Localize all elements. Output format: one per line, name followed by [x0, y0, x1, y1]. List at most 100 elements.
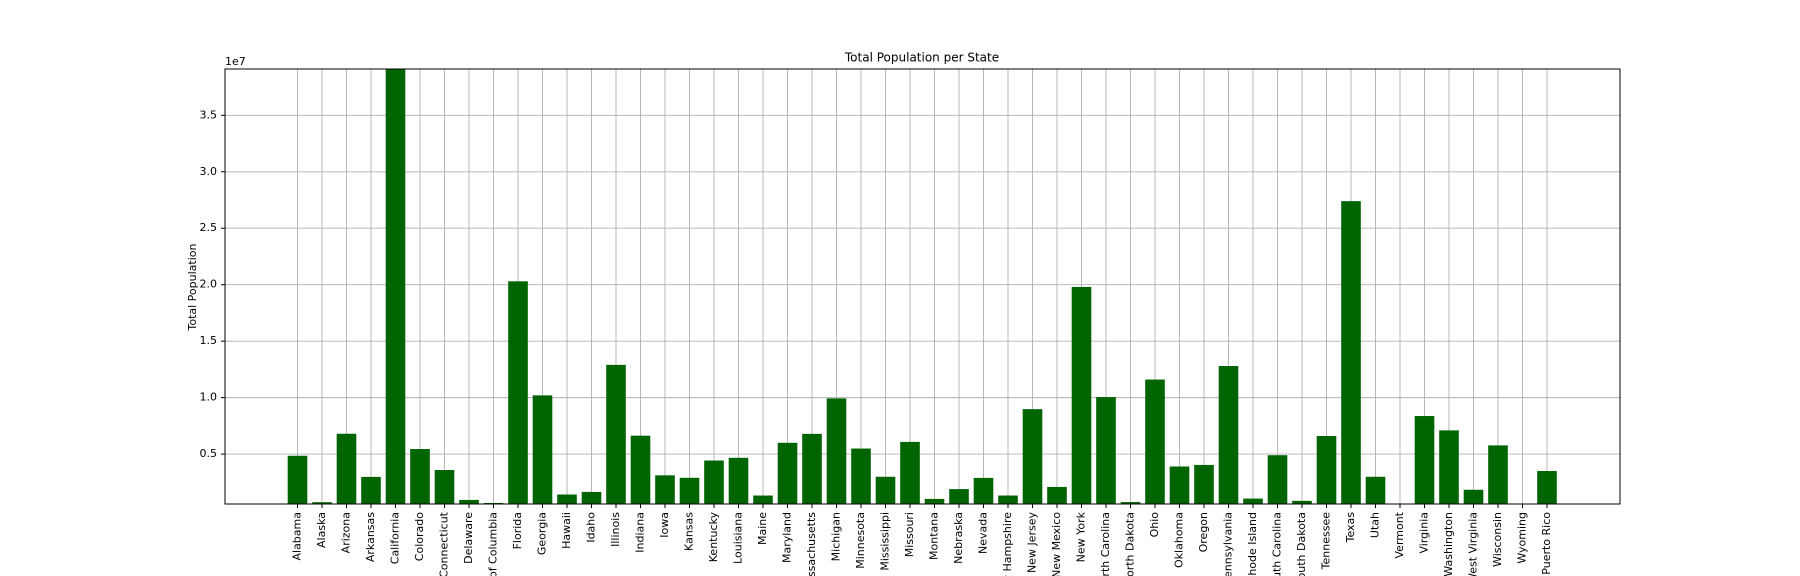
- x-tick-label: Maine: [756, 512, 769, 545]
- x-tick-label: Missouri: [903, 512, 916, 557]
- y-tick-label: 3.5: [200, 108, 218, 121]
- plot-frame: [224, 68, 1621, 505]
- x-tick-label: Alaska: [315, 512, 328, 548]
- x-tick-label: Texas: [1344, 512, 1357, 544]
- bar: [1365, 476, 1386, 504]
- x-tick-label: New Hampshire: [1001, 512, 1014, 576]
- y-tick-label: 3.0: [200, 165, 218, 178]
- x-tick-label: Delaware: [462, 512, 475, 564]
- x-tick-label: Wyoming: [1516, 512, 1529, 564]
- x-tick-label: Arkansas: [364, 512, 377, 562]
- bar: [753, 495, 773, 504]
- x-tick-label: New York: [1075, 511, 1088, 562]
- x-tick-label: Oregon: [1197, 512, 1210, 552]
- bar: [655, 475, 675, 504]
- bar: [802, 433, 822, 504]
- x-tick-label: Massachusetts: [805, 512, 818, 576]
- x-tick-label: North Dakota: [1124, 512, 1137, 576]
- bar: [385, 69, 406, 504]
- bar: [483, 502, 504, 504]
- bar: [1292, 500, 1312, 504]
- bar: [410, 449, 430, 504]
- bar: [1169, 466, 1190, 504]
- bar: [679, 477, 700, 504]
- x-tick-label: Nevada: [977, 512, 990, 554]
- x-tick-label: Oklahoma: [1173, 512, 1186, 568]
- x-tick-label: West Virginia: [1467, 512, 1480, 576]
- bar: [312, 502, 332, 504]
- x-tick-label: Kentucky: [707, 512, 720, 563]
- x-tick-label: Pennsylvania: [1222, 512, 1235, 576]
- bar: [1267, 455, 1288, 504]
- bar: [1414, 416, 1435, 504]
- y-tick-label: 1.0: [200, 391, 218, 404]
- bar: [1488, 445, 1508, 504]
- bar: [1463, 489, 1484, 504]
- x-tick-label: Vermont: [1393, 511, 1406, 558]
- bar: [434, 470, 455, 504]
- x-tick-label: Tennessee: [1320, 512, 1333, 571]
- bar: [557, 494, 577, 504]
- x-tick-label: Michigan: [830, 512, 843, 561]
- bar: [1145, 379, 1165, 504]
- y-axis-label: Total Population: [186, 243, 199, 331]
- x-tick-label: District of Columbia: [487, 512, 500, 576]
- bar: [606, 364, 626, 504]
- x-tick-label: Iowa: [658, 512, 671, 538]
- bar: [630, 435, 651, 504]
- bar: [998, 495, 1018, 504]
- bar: [1120, 502, 1141, 504]
- bar: [973, 477, 994, 504]
- bar: [1194, 464, 1214, 504]
- y-tick-label: 1.5: [200, 334, 218, 347]
- x-tick-label: Louisiana: [732, 512, 745, 564]
- x-tick-label: North Carolina: [1099, 512, 1112, 576]
- x-tick-label: New Jersey: [1026, 512, 1039, 574]
- bar: [1537, 471, 1557, 504]
- bar: [1316, 436, 1337, 504]
- x-tick-label: Rhode Island: [1246, 512, 1259, 576]
- y-offset-label: 1e7: [225, 55, 246, 68]
- x-tick-label: Minnesota: [854, 512, 867, 569]
- bar: [704, 460, 724, 504]
- x-tick-label: Illinois: [609, 512, 622, 547]
- x-tick-label: Washington: [1442, 512, 1455, 576]
- x-tick-label: Maryland: [781, 512, 794, 563]
- bar: [1341, 201, 1361, 504]
- y-tick-label: 2.0: [200, 278, 218, 291]
- x-tick-label: Hawaii: [560, 512, 573, 549]
- bar: [459, 499, 479, 504]
- bar: [949, 489, 969, 504]
- bar: [900, 441, 920, 504]
- x-tick-label: Indiana: [634, 512, 647, 553]
- x-tick-label: Kansas: [683, 512, 696, 551]
- y-tick-label: 0.5: [200, 447, 218, 460]
- bar: [777, 442, 798, 504]
- x-tick-label: South Carolina: [1271, 512, 1284, 576]
- bar: [532, 395, 553, 504]
- x-tick-label: Wisconsin: [1491, 512, 1504, 567]
- bar: [1243, 498, 1263, 504]
- bar: [1022, 409, 1043, 504]
- x-tick-label: Puerto Rico: [1540, 512, 1553, 575]
- y-tick-label: 2.5: [200, 221, 218, 234]
- bar: [826, 398, 847, 504]
- x-tick-label: Arizona: [340, 512, 353, 553]
- x-tick-label: Utah: [1369, 512, 1382, 538]
- x-tick-label: Alabama: [291, 512, 304, 561]
- bar: [1047, 486, 1067, 504]
- bar: [361, 476, 381, 504]
- x-tick-label: Colorado: [413, 512, 426, 561]
- grid-group: [225, 69, 1620, 504]
- x-tick-label: Idaho: [585, 512, 598, 543]
- x-tick-label: New Mexico: [1050, 512, 1063, 576]
- bar: [728, 457, 749, 504]
- x-tick-label: Montana: [928, 512, 941, 560]
- x-tick-label: Connecticut: [438, 511, 451, 576]
- x-tick-label: Georgia: [536, 512, 549, 555]
- bar: [508, 281, 528, 504]
- x-tick-label: Virginia: [1418, 512, 1431, 553]
- x-tick-label: Nebraska: [952, 512, 965, 564]
